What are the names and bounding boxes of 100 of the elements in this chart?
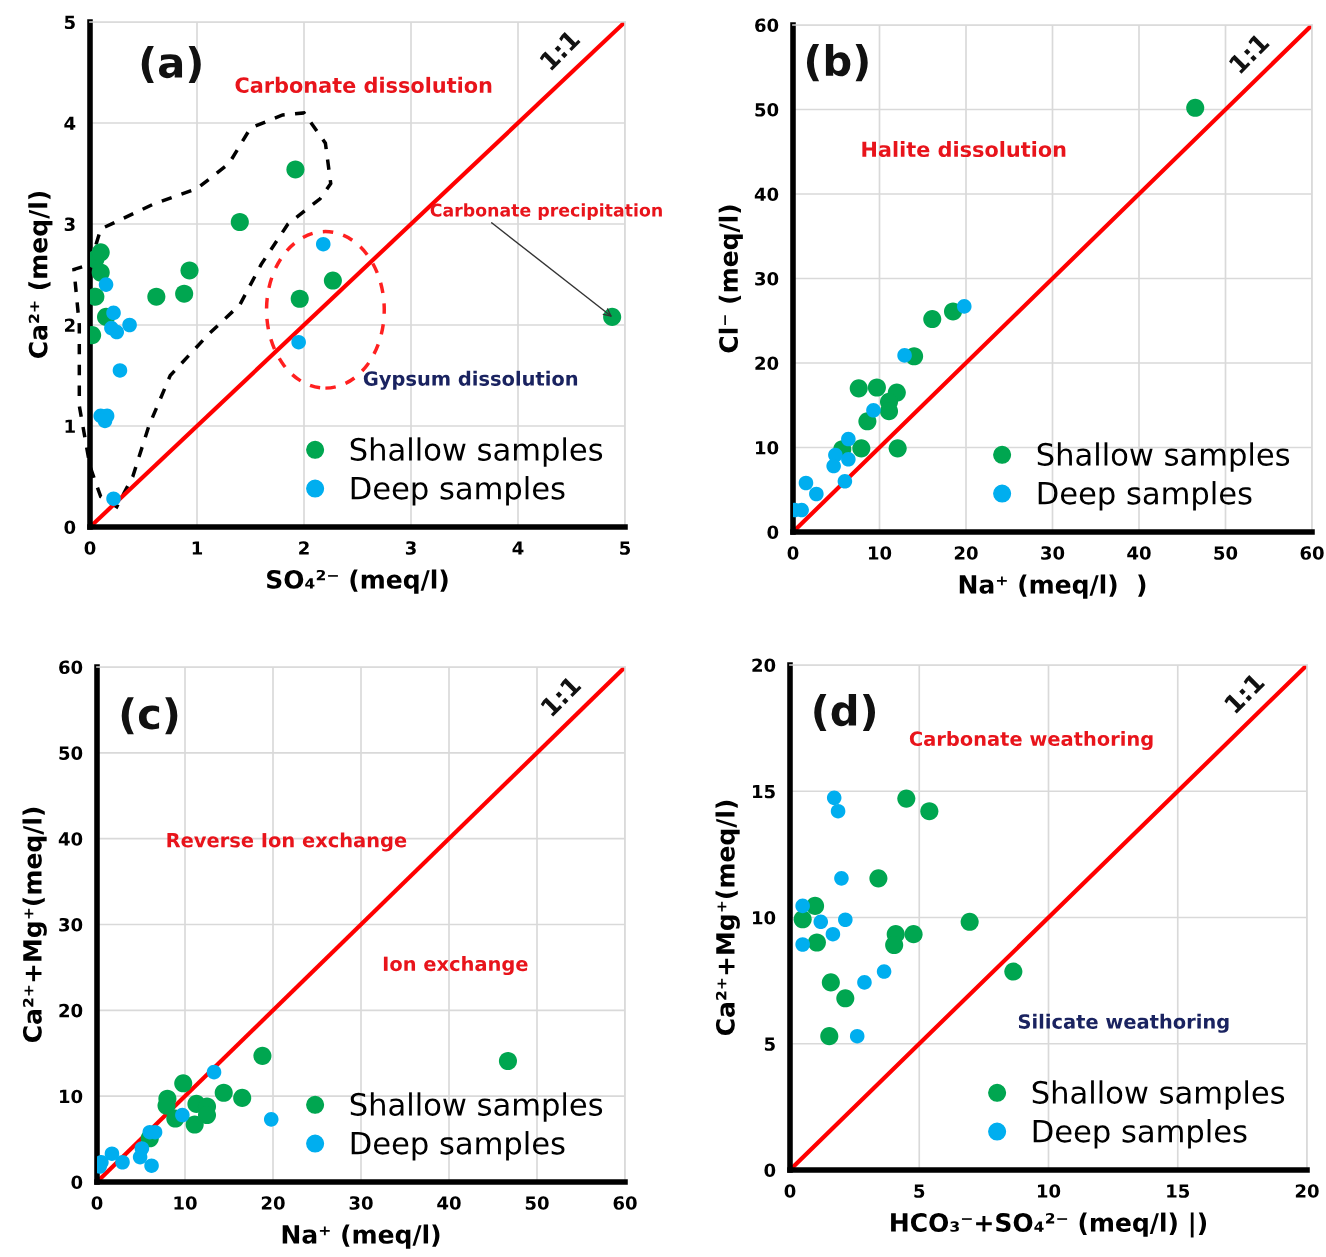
point (185, 1115, 204, 1134)
point (233, 1088, 252, 1107)
point (106, 305, 121, 321)
point (960, 912, 979, 931)
y-tick-label: 50 (59, 746, 83, 760)
point (825, 926, 841, 942)
point (98, 277, 114, 292)
annotation: Ion exchange (383, 956, 528, 976)
point (106, 491, 121, 506)
annotation: Carbonate weathoring (909, 731, 1153, 750)
x-tick-label: 20 (1295, 1184, 1319, 1198)
point (1004, 962, 1023, 981)
y-tick-label: 1 (65, 419, 75, 433)
point (323, 271, 342, 290)
point (834, 871, 849, 886)
x-tick-label: 4 (512, 541, 524, 555)
point (263, 1112, 279, 1127)
point (838, 912, 853, 928)
x-tick-label: 0 (787, 546, 799, 560)
annotation: Reverse Ion exchange (167, 832, 407, 852)
point (104, 1146, 120, 1161)
annotation: (b) (806, 44, 868, 82)
point (826, 790, 842, 806)
y-tick-label: 4 (64, 116, 76, 130)
point (144, 1158, 159, 1173)
x-tick-label: 0 (84, 541, 96, 555)
point (147, 287, 166, 306)
point (826, 458, 841, 474)
point (836, 989, 855, 1008)
point (888, 439, 907, 458)
point (206, 1064, 222, 1080)
y-tick-label: 10 (753, 910, 776, 925)
point (923, 310, 942, 329)
x-tick-label: 5 (914, 1184, 925, 1198)
x-tick-label: 40 (1127, 546, 1151, 560)
annotation: Silicate weathoring (1018, 1013, 1229, 1033)
y-tick-label: 50 (755, 102, 779, 117)
point (109, 324, 125, 340)
point (253, 1046, 272, 1065)
point (174, 1074, 193, 1093)
point (290, 289, 309, 308)
point (885, 935, 904, 955)
point (795, 937, 810, 952)
point (821, 973, 840, 992)
point (115, 1154, 130, 1170)
point (867, 378, 886, 397)
annotation: 1:1 (1223, 672, 1266, 714)
point (1186, 98, 1205, 117)
point (866, 403, 881, 418)
annotation: 1:1 (1228, 32, 1270, 74)
x-tick-label: 3 (405, 541, 416, 555)
point (91, 243, 110, 262)
x-tick-label: 0 (91, 1196, 103, 1210)
x-tick-label: 1 (192, 541, 203, 555)
x-tick-label: 15 (1167, 1184, 1190, 1198)
y-tick-label: 30 (755, 271, 779, 286)
point (920, 802, 939, 821)
annotation: 1:1 (539, 29, 581, 71)
annotation: 1:1 (540, 675, 582, 717)
x-tick-label: 60 (613, 1196, 637, 1210)
y-tick-label: 5 (64, 15, 75, 30)
legend-label: Shallow samples (1037, 442, 1290, 472)
x-tick-label: 10 (868, 546, 892, 560)
y-tick-label: 40 (754, 187, 779, 202)
y-tick-label: 20 (755, 356, 779, 371)
y-tick-label: 20 (752, 658, 776, 673)
annotation: (d) (814, 693, 876, 732)
point (175, 284, 194, 303)
point (214, 1083, 233, 1102)
point (869, 869, 888, 888)
point (291, 334, 306, 350)
point (807, 933, 826, 952)
x-tick-label: 10 (174, 1196, 197, 1210)
y-axis-title: Ca²⁺+Mg⁺(meq/l) (22, 807, 47, 1043)
legend-label: Shallow samples (350, 437, 603, 467)
annotation: Carbonate dissolution (235, 76, 492, 93)
point (793, 910, 812, 929)
x-tick-label: 20 (954, 546, 978, 560)
point (956, 299, 972, 314)
x-tick-label: 50 (525, 1196, 549, 1210)
point (852, 439, 871, 458)
annotation: Halite dissolution (862, 140, 1066, 158)
point (897, 789, 916, 808)
y-axis-title: Ca²⁺ (meq/l) (28, 191, 53, 359)
x-tick-label: 50 (1214, 546, 1238, 560)
y-tick-label: 20 (59, 1003, 83, 1018)
point (876, 964, 892, 979)
point (849, 1028, 865, 1044)
point (122, 317, 137, 333)
y-tick-label: 30 (59, 917, 83, 932)
y-tick-label: 5 (764, 1037, 775, 1051)
legend-label: Shallow samples (350, 1092, 603, 1122)
legend-label: Deep samples (351, 1131, 565, 1161)
point (795, 898, 810, 914)
x-tick-label: 0 (784, 1184, 796, 1198)
y-tick-label: 10 (60, 1089, 83, 1104)
y-tick-label: 15 (753, 784, 775, 799)
point (315, 236, 331, 252)
point (112, 363, 128, 378)
annotation: (a) (141, 45, 201, 84)
